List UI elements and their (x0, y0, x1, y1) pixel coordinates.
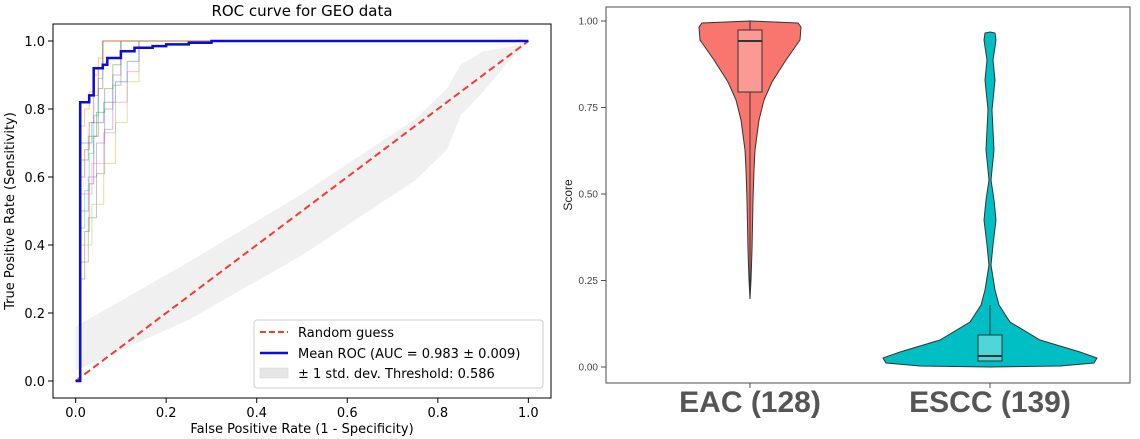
std-band (75, 41, 529, 371)
legend-label-random: Random guess (298, 326, 394, 341)
chart-title: ROC curve for GEO data (211, 2, 392, 20)
box-escc (977, 334, 1003, 362)
roc-axes-frame (52, 23, 552, 399)
roc-plot-area (52, 23, 552, 399)
fold-curve (79, 40, 529, 381)
violin-x-categories: EAC (128) ESCC (139) (679, 383, 1071, 419)
violin-y-axis-label: Score (561, 179, 575, 211)
y-tick-label: 0.2 (24, 307, 45, 322)
fold-curve (79, 40, 529, 381)
violin-chart: 0.00 0.25 0.50 0.75 1.00 Score EAC (128) ESCC… (561, 6, 1131, 419)
violin-y-tick-label: 0.50 (579, 190, 599, 201)
violin-y-tick-label: 1.00 (579, 17, 599, 28)
violin-y-ticks: 0.00 0.25 0.50 0.75 1.00 (579, 17, 606, 374)
legend: Random guess Mean ROC (AUC = 0.983 ± 0.0… (253, 319, 544, 389)
violin-escc (882, 31, 1098, 368)
x-tick-label: 0.8 (427, 406, 448, 421)
legend-label-mean: Mean ROC (AUC = 0.983 ± 0.009) (298, 347, 520, 362)
roc-series (74, 39, 530, 383)
roc-chart: ROC curve for GEO data 0.0 0.2 0.4 0.6 0.8 1.… (3, 2, 552, 437)
x-tick-label: 1.0 (518, 406, 539, 421)
violin-y-tick-label: 0.25 (579, 276, 599, 287)
legend-swatch-band (259, 367, 289, 379)
x-tick-label: 0.2 (156, 406, 177, 421)
x-tick-label: 0.6 (337, 406, 358, 421)
violin-category-label: EAC (128) (679, 386, 821, 419)
box-eac (737, 29, 763, 93)
y-tick-label: 0.0 (24, 375, 45, 390)
legend-label-band: ± 1 std. dev. Threshold: 0.586 (298, 367, 495, 382)
random-guess-line (74, 40, 530, 382)
violin-panel (605, 6, 1131, 384)
y-tick-label: 0.6 (24, 171, 45, 186)
fold-curve (79, 40, 529, 381)
mean-roc-line (75, 39, 529, 383)
x-axis-label: False Positive Rate (1 - Specificity) (190, 422, 413, 437)
y-tick-label: 0.8 (24, 103, 45, 118)
fold-curve (79, 40, 529, 381)
x-axis-ticks: 0.0 0.2 0.4 0.6 0.8 1.0 (65, 398, 539, 421)
violin-y-tick-label: 0.00 (579, 363, 599, 374)
fold-curve (79, 40, 529, 381)
y-axis-label: True Positive Rate (Sensitivity) (3, 112, 18, 311)
fold-curve (79, 40, 529, 381)
y-axis-ticks: 0.0 0.2 0.4 0.6 0.8 1.0 (24, 35, 53, 390)
y-tick-label: 1.0 (24, 35, 45, 50)
std-band-area (75, 41, 529, 371)
fold-curves (79, 40, 529, 381)
fold-curve (79, 40, 529, 381)
legend-box (253, 319, 544, 389)
violin-category-label: ESCC (139) (909, 386, 1071, 419)
violin-y-tick-label: 0.75 (579, 103, 599, 114)
x-tick-label: 0.0 (65, 406, 86, 421)
y-tick-label: 0.4 (24, 239, 45, 254)
fold-curve (79, 40, 529, 381)
x-tick-label: 0.4 (246, 406, 267, 421)
